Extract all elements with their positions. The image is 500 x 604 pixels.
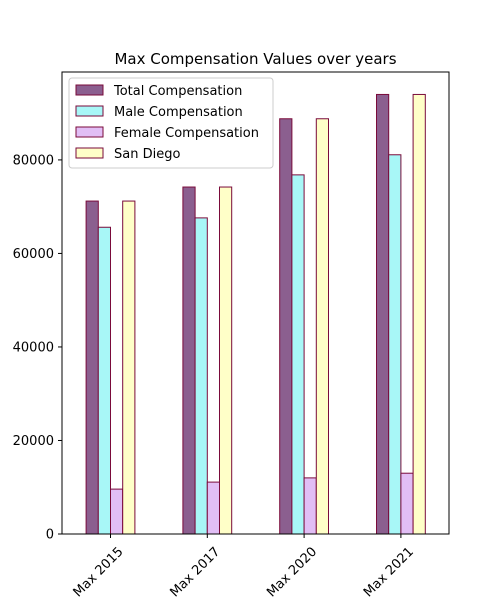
y-tick-label: 20000 — [13, 434, 54, 449]
bar — [86, 201, 98, 534]
y-tick-label: 40000 — [13, 340, 54, 355]
bar — [316, 119, 328, 534]
legend-swatch — [76, 127, 103, 137]
bar — [413, 94, 425, 534]
bar — [304, 478, 316, 534]
legend-swatch — [76, 106, 103, 116]
bar — [123, 201, 135, 534]
bar — [220, 187, 232, 534]
y-tick-label: 60000 — [13, 247, 54, 262]
legend-swatch — [76, 85, 103, 95]
bar — [111, 489, 123, 534]
legend-label: Female Compensation — [114, 126, 259, 141]
bar — [207, 482, 219, 534]
y-tick-label: 0 — [46, 528, 54, 543]
bar — [280, 119, 292, 534]
legend-swatch — [76, 148, 103, 158]
bar — [195, 218, 207, 534]
bar — [377, 94, 389, 534]
legend-label: Total Compensation — [113, 84, 242, 99]
chart-title: Max Compensation Values over years — [114, 50, 396, 68]
bar — [98, 227, 110, 534]
bar — [183, 187, 195, 534]
bar — [292, 175, 304, 534]
bar — [389, 155, 401, 534]
y-tick-label: 80000 — [13, 153, 54, 168]
bar — [401, 473, 413, 534]
legend: Total Compensation Male Compensation Femal… — [69, 78, 273, 168]
legend-label: San Diego — [114, 147, 180, 162]
legend-label: Male Compensation — [114, 105, 243, 120]
